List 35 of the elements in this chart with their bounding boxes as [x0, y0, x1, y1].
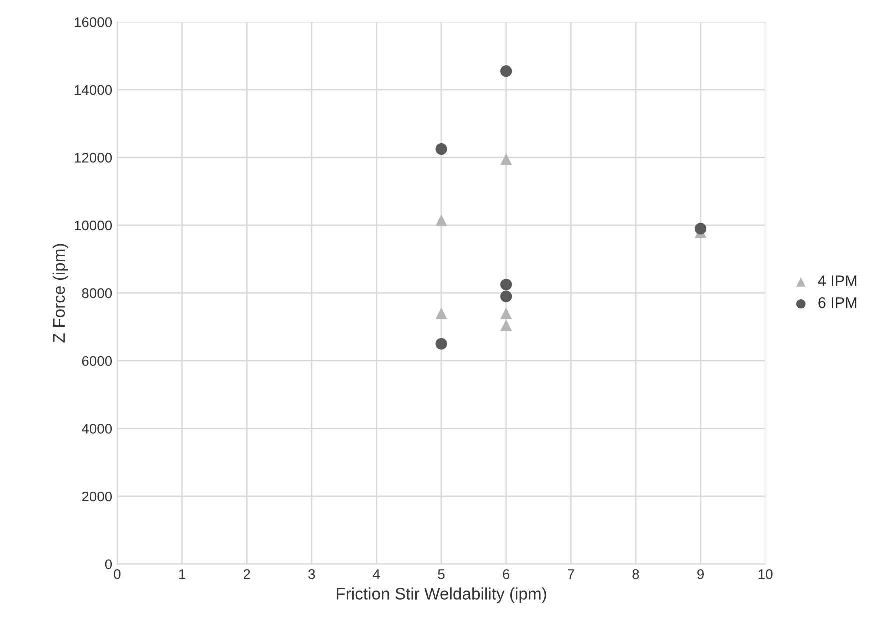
point — [436, 308, 448, 320]
point — [436, 214, 448, 226]
y-tick-label: 2000 — [82, 492, 112, 502]
x-tick-label: 4 — [373, 570, 380, 580]
x-tick-label: 10 — [758, 569, 773, 580]
y-axis-title: Z Force (ipm) — [52, 244, 68, 343]
point — [500, 290, 512, 302]
y-tick-label: 4000 — [82, 424, 112, 434]
point — [500, 278, 512, 291]
y-tick-label: 8000 — [82, 288, 112, 298]
y-tick-label: 6000 — [82, 356, 112, 366]
x-tick-label: 7 — [568, 570, 574, 580]
x-tick-label: 8 — [632, 569, 640, 580]
y-tick-label: 10000 — [75, 220, 112, 231]
point — [500, 154, 512, 166]
y-tick-label: 12000 — [75, 153, 112, 163]
y-tick-label: 16000 — [75, 18, 112, 28]
point — [500, 320, 512, 332]
point — [694, 223, 707, 235]
legend-label: 4 IPM — [818, 276, 857, 286]
point — [436, 338, 448, 350]
x-tick-label: 3 — [308, 569, 316, 580]
point — [500, 66, 512, 78]
y-tick-label: 14000 — [75, 85, 112, 96]
y-tick-label: 0 — [105, 560, 112, 570]
point — [436, 143, 448, 156]
x-tick-label: 2 — [244, 569, 250, 580]
x-tick-label: 0 — [114, 569, 121, 580]
legend-label: 6 IPM — [818, 297, 857, 308]
x-tick-label: 6 — [503, 569, 510, 580]
x-tick-label: 9 — [698, 569, 704, 580]
x-tick-label: 1 — [179, 570, 186, 580]
x-tick-label: 5 — [438, 570, 445, 580]
point — [500, 308, 512, 320]
x-axis-title: Friction Stir Weldability (ipm) — [337, 588, 546, 604]
